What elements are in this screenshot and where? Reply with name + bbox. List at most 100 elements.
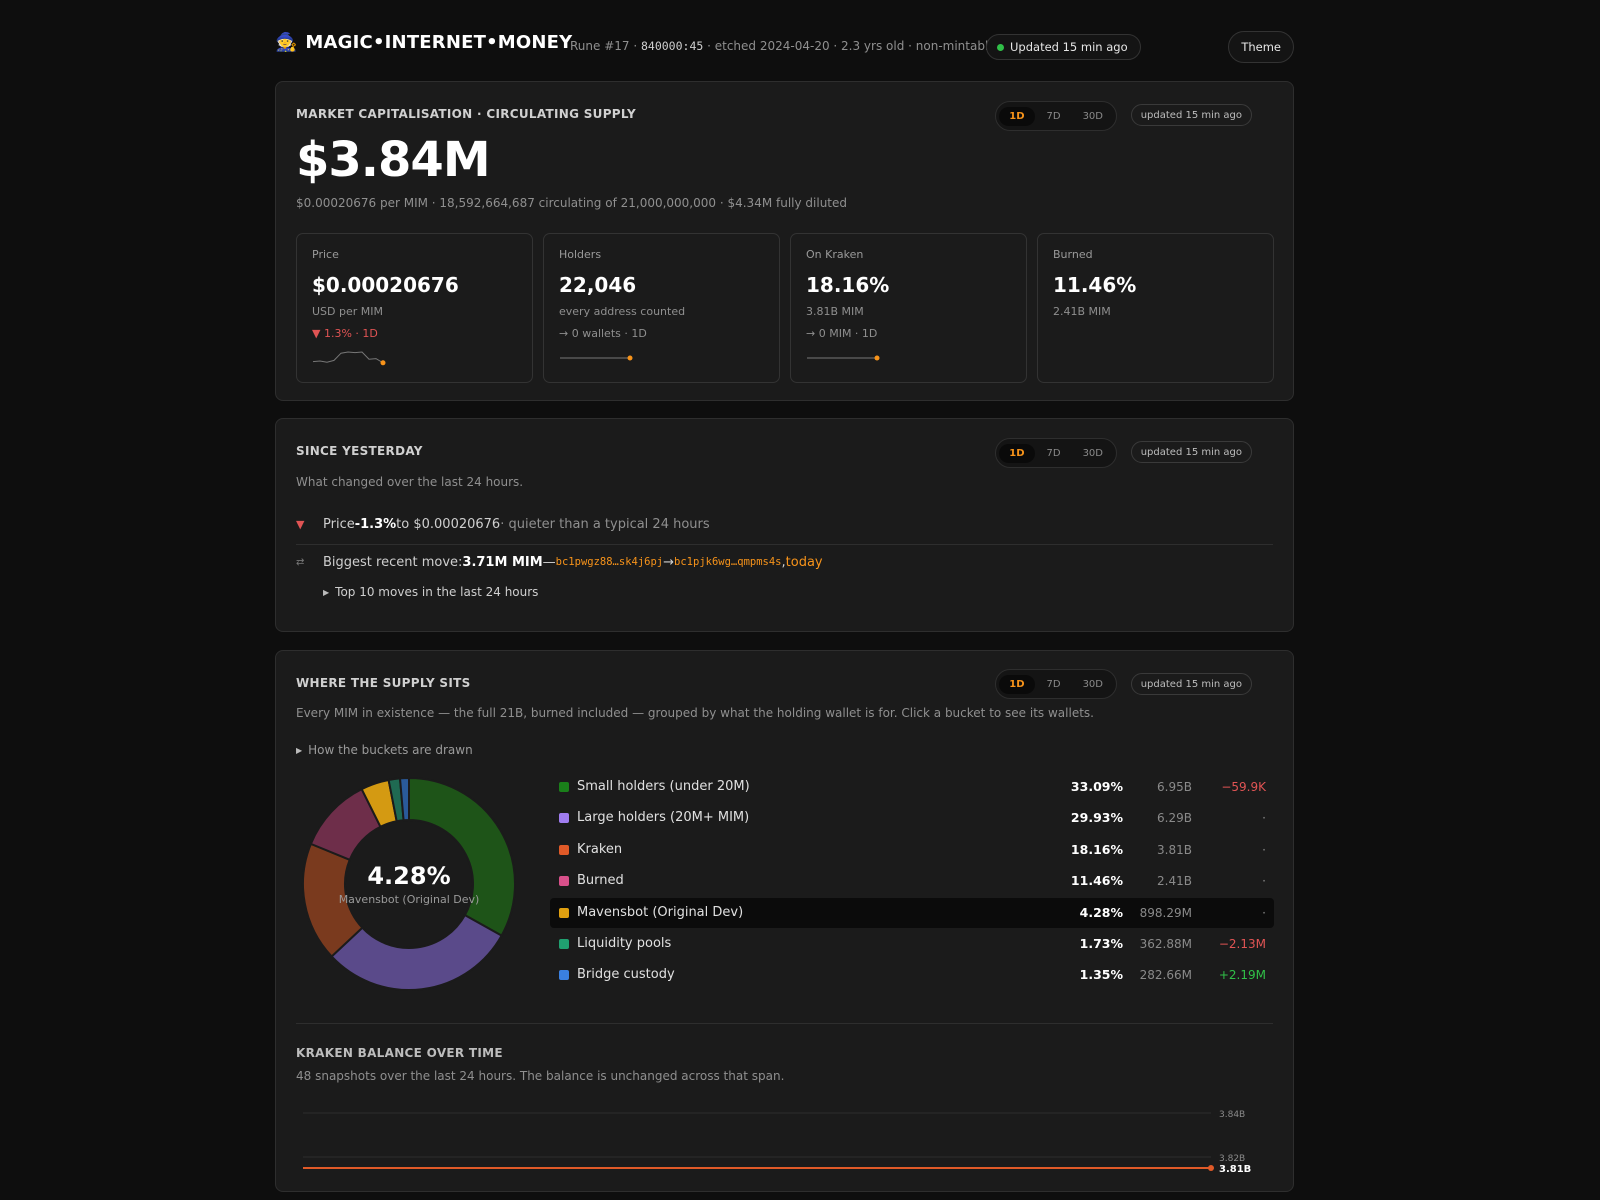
card-description: Every MIM in existence — the full 21B, b… [296,706,1094,720]
price-sparkline [312,351,386,366]
bucket-amount: 898.29M [1139,905,1192,920]
donut-slice[interactable] [398,776,410,822]
supply-bucket-row[interactable]: Mavensbot (Original Dev) 4.28% 898.29M · [550,897,1274,928]
updated-badge: updated 15 min ago [1130,104,1252,126]
supply-card: WHERE THE SUPPLY SITS 1D 7D 30D updated … [275,650,1294,1192]
top-moves-label: Top 10 moves in the last 24 hours [335,585,539,599]
rune-name: MAGIC•INTERNET•MONEY [305,32,573,53]
range-30d-tab[interactable]: 30D [1082,447,1103,459]
top-moves-disclosure[interactable]: ▶ Top 10 moves in the last 24 hours [323,585,538,599]
wizard-icon: 🧙 [275,32,298,53]
price-change-note: · quieter than a typical 24 hours [500,516,710,532]
range-1d-tab[interactable]: 1D [999,443,1035,463]
range-selector: 1D 7D 30D [995,669,1117,699]
bucket-amount: 6.29B [1157,811,1192,826]
move-dash: — [542,554,556,570]
rune-details: · etched 2024-04-20 · 2.3 yrs old · non-… [703,39,996,53]
section-divider [296,1023,1273,1024]
bucket-swatch [559,970,569,981]
range-30d-tab[interactable]: 30D [1082,678,1103,690]
stat-delta: → 0 MIM · 1D [806,327,878,340]
brand: 🧙 MAGIC•INTERNET•MONEY [275,32,572,53]
card-title: WHERE THE SUPPLY SITS [296,676,471,690]
kraken-chart-title: KRAKEN BALANCE OVER TIME [296,1046,503,1060]
range-1d-tab[interactable]: 1D [999,674,1035,694]
range-selector: 1D 7D 30D [995,101,1117,131]
bucket-amount: 6.95B [1157,780,1192,794]
to-address-link[interactable]: bc1pjk6wg…qmpms4s [674,556,782,568]
stat-value: 18.16% [806,273,890,297]
move-lead: Biggest recent move: [323,554,463,570]
bucket-swatch [559,907,569,918]
stat-label: On Kraken [806,248,864,261]
stat-value: 11.46% [1053,273,1137,297]
market-cap-subline: $0.00020676 per MIM · 18,592,664,687 cir… [296,196,848,210]
theme-button[interactable]: Theme [1228,31,1294,63]
market-cap-card: MARKET CAPITALISATION · CIRCULATING SUPP… [275,81,1294,401]
price-change-delta: -1.3% [354,516,397,532]
donut-slice[interactable] [408,776,516,937]
update-status-text: Updated 15 min ago [1010,40,1128,54]
buckets-disclosure[interactable]: ▶ How the buckets are drawn [296,743,473,757]
biggest-move-row: ⇄ Biggest recent move: 3.71M MIM — bc1pw… [296,545,1273,579]
y-tick-label: 3.84B [1219,1110,1245,1120]
bucket-name: Bridge custody [577,967,675,983]
bucket-change: · [1262,811,1266,826]
bucket-swatch [559,876,569,887]
bucket-change: +2.19M [1218,968,1266,983]
supply-bucket-row[interactable]: Burned 11.46% 2.41B · [550,866,1274,896]
range-30d-tab[interactable]: 30D [1082,110,1103,122]
move-comma: , [781,554,786,570]
stat-unit: 2.41B MIM [1053,305,1111,318]
move-time-link[interactable]: today [785,554,823,570]
bucket-change: · [1262,874,1266,889]
bucket-name: Kraken [577,841,623,857]
kraken-sparkline [807,355,880,361]
bucket-change: · [1262,905,1266,920]
current-balance-label: 3.81B [1219,1164,1251,1175]
stat-card-kraken: On Kraken 18.16% 3.81B MIM → 0 MIM · 1D [790,233,1027,383]
range-7d-tab[interactable]: 7D [1046,447,1061,459]
bucket-name: Burned [577,873,624,889]
supply-bucket-row[interactable]: Large holders (20M+ MIM) 29.93% 6.29B · [550,803,1274,833]
donut-slice[interactable] [330,913,503,991]
move-amount: 3.71M MIM [462,554,543,570]
sparkline-end-dot [380,360,386,366]
sparkline-end-dot [874,355,880,361]
bucket-swatch [559,938,569,949]
donut-svg [302,776,516,991]
rune-id: 840000:45 [640,39,704,53]
stat-delta: → 0 wallets · 1D [559,327,647,340]
stat-value: 22,046 [559,273,637,297]
card-title: MARKET CAPITALISATION · CIRCULATING SUPP… [296,107,636,121]
supply-bucket-row[interactable]: Bridge custody 1.35% 282.66M +2.19M [550,960,1274,990]
sparkline-end-dot [627,355,633,361]
bucket-amount: 2.41B [1157,874,1192,889]
since-yesterday-card: SINCE YESTERDAY 1D 7D 30D updated 15 min… [275,418,1294,632]
bucket-swatch [559,782,569,792]
range-7d-tab[interactable]: 7D [1046,678,1061,690]
supply-bucket-row[interactable]: Kraken 18.16% 3.81B · [550,835,1274,865]
transfer-icon: ⇄ [296,556,305,568]
balance-end-dot [1208,1165,1214,1171]
bucket-name: Liquidity pools [577,935,672,951]
updated-badge: updated 15 min ago [1130,441,1252,463]
supply-bucket-row[interactable]: Liquidity pools 1.73% 362.88M −2.13M [550,929,1274,959]
rune-meta: Rune #17 · 840000:45 · etched 2024-04-20… [570,39,996,53]
range-7d-tab[interactable]: 7D [1046,110,1061,122]
bucket-amount: 3.81B [1157,842,1192,857]
stat-label: Price [312,248,339,261]
kraken-chart-description: 48 snapshots over the last 24 hours. The… [296,1069,785,1083]
disclosure-triangle-icon: ▶ [296,745,303,755]
from-address-link[interactable]: bc1pwgz88…sk4j6pj [555,556,664,568]
stat-label: Holders [559,248,602,261]
supply-bucket-row[interactable]: Small holders (under 20M) 33.09% 6.95B −59.… [550,772,1274,802]
update-status-badge: Updated 15 min ago [986,34,1141,60]
supply-legend: Small holders (under 20M) 33.09% 6.95B −59.… [550,772,1274,992]
updated-badge: updated 15 min ago [1130,673,1252,695]
stat-unit: every address counted [559,305,686,318]
range-1d-tab[interactable]: 1D [999,106,1035,126]
bucket-percent: 29.93% [1070,810,1123,826]
stat-value: $0.00020676 [312,273,459,297]
